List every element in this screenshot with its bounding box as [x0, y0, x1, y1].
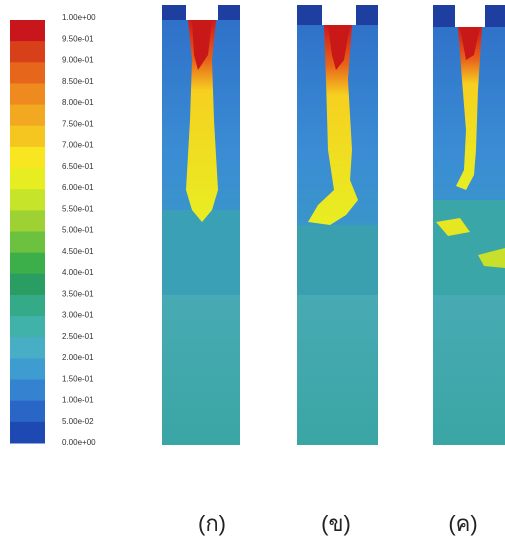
contour-panel — [162, 5, 240, 445]
colorbar-band — [10, 232, 45, 254]
colorbar-label: 2.50e-01 — [62, 332, 94, 341]
colorbar-label: 0.00e+00 — [62, 438, 96, 447]
colorbar-label: 9.50e-01 — [62, 34, 94, 43]
panel-label: (ค) — [448, 511, 477, 536]
colorbar-label: 5.00e-02 — [62, 417, 94, 426]
figure: 1.00e+00 9.50e-01 9.00e-01 8.50e-01 8.00e-01… — [0, 0, 505, 546]
panel-label: (ก) — [198, 511, 226, 536]
colorbar-label: 7.50e-01 — [62, 119, 94, 128]
colorbar-band — [10, 210, 45, 232]
colorbar-band — [10, 105, 45, 127]
colorbar-band — [10, 83, 45, 105]
colorbar-label: 5.50e-01 — [62, 204, 94, 213]
colorbar-label: 5.00e-01 — [62, 226, 94, 235]
colorbar-band — [10, 253, 45, 275]
colorbar-label: 4.00e-01 — [62, 268, 94, 277]
colorbar-band — [10, 62, 45, 84]
colorbar-band — [10, 274, 45, 296]
colorbar-band — [10, 20, 45, 42]
colorbar-band — [10, 41, 45, 63]
colorbar-label: 8.00e-01 — [62, 98, 94, 107]
colorbar-label: 1.00e-01 — [62, 396, 94, 405]
colorbar-label: 9.00e-01 — [62, 56, 94, 65]
panel-label: (ข) — [321, 511, 351, 536]
colorbar-band — [10, 358, 45, 380]
colorbar-band — [10, 316, 45, 338]
colorbar-band — [10, 147, 45, 169]
colorbar-band — [10, 126, 45, 148]
colorbar-label: 3.50e-01 — [62, 289, 94, 298]
contour-panel — [297, 5, 378, 445]
colorbar-band — [10, 295, 45, 317]
colorbar-label: 6.50e-01 — [62, 162, 94, 171]
colorbar-label: 8.50e-01 — [62, 77, 94, 86]
colorbar-label: 4.50e-01 — [62, 247, 94, 256]
colorbar-label: 7.00e-01 — [62, 141, 94, 150]
colorbar-label: 6.00e-01 — [62, 183, 94, 192]
colorbar-band — [10, 422, 45, 444]
colorbar-label: 3.00e-01 — [62, 311, 94, 320]
colorbar-band — [10, 337, 45, 359]
colorbar-label: 1.50e-01 — [62, 374, 94, 383]
colorbar-band — [10, 401, 45, 423]
contour-panel — [433, 5, 505, 445]
colorbar-label: 2.00e-01 — [62, 353, 94, 362]
colorbar-band — [10, 380, 45, 402]
colorbar: 1.00e+00 9.50e-01 9.00e-01 8.50e-01 8.00e-01… — [10, 13, 96, 447]
colorbar-band — [10, 168, 45, 190]
colorbar-band — [10, 189, 45, 211]
colorbar-label: 1.00e+00 — [62, 13, 96, 22]
